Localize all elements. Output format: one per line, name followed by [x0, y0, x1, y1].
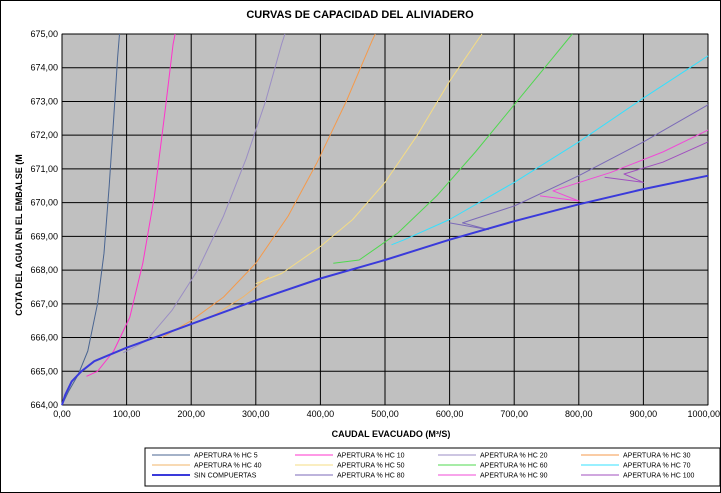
legend: APERTURA % HC 5 APERTURA % HC 10 APERTURA … [152, 453, 695, 480]
series-line-apertura-hc-70 [391, 55, 709, 246]
x-tick-label: 700,00 [500, 409, 528, 419]
series-line-apertura-hc-50 [255, 33, 483, 285]
legend-label: APERTURA % HC 10 [337, 453, 405, 460]
chart-title: CURVAS DE CAPACIDAD DEL ALIVIADERO [246, 9, 474, 21]
y-tick-label: 667,00 [30, 299, 58, 309]
x-tick-label: 900,00 [630, 409, 658, 419]
legend-label: APERTURA % HC 30 [623, 453, 691, 460]
x-tick-label: 1000,00 [687, 409, 720, 419]
x-tick-labels: 0,00 100,00 200,00 300,00 400,00 500,00 600,00… [53, 409, 720, 419]
y-tick-label: 666,00 [30, 333, 58, 343]
y-tick-label: 665,00 [30, 366, 58, 376]
x-tick-label: 600,00 [436, 409, 464, 419]
y-tick-label: 674,00 [30, 63, 58, 73]
y-tick-labels: 664,00 665,00 666,00 667,00 668,00 669,00 670,… [30, 29, 58, 410]
legend-label: APERTURA % HC 40 [194, 463, 262, 470]
series-line-apertura-hc-5 [61, 33, 120, 406]
legend-label: APERTURA % HC 80 [337, 473, 405, 480]
x-axis-label: CAUDAL EVACUADO (M³/S) [332, 429, 451, 439]
gridlines [61, 33, 709, 406]
x-tick-label: 100,00 [113, 409, 141, 419]
series-line-apertura-hc-90 [539, 129, 709, 202]
x-tick-label: 500,00 [371, 409, 399, 419]
y-tick-label: 670,00 [30, 198, 58, 208]
x-tick-label: 800,00 [565, 409, 593, 419]
y-tick-label: 673,00 [30, 96, 58, 106]
series-line-apertura-hc-40 [210, 276, 270, 318]
y-axis-label: COTA DEL AGUA EN EL EMBALSE (M [14, 154, 24, 316]
legend-label: SIN COMPUERTAS [194, 473, 257, 480]
y-tick-label: 664,00 [30, 400, 58, 410]
series-line-apertura-hc-10 [86, 33, 176, 377]
y-tick-label: 675,00 [30, 29, 58, 39]
series-line-apertura-hc-100 [604, 141, 709, 183]
legend-label: APERTURA % HC 50 [337, 463, 405, 470]
series-lines [61, 33, 709, 406]
series-line-sin-compuertas [61, 174, 709, 406]
legend-label: APERTURA % HC 20 [480, 453, 548, 460]
series-line-apertura-hc-60 [333, 33, 573, 264]
legend-label: APERTURA % HC 100 [623, 473, 695, 480]
x-tick-label: 0,00 [53, 409, 71, 419]
series-line-apertura-hc-20 [123, 33, 286, 354]
y-tick-label: 672,00 [30, 130, 58, 140]
x-tick-label: 300,00 [242, 409, 270, 419]
y-tick-label: 671,00 [30, 164, 58, 174]
legend-label: APERTURA % HC 70 [623, 463, 691, 470]
legend-box [144, 447, 721, 487]
x-tick-label: 200,00 [177, 409, 205, 419]
y-tick-label: 669,00 [30, 231, 58, 241]
legend-label: APERTURA % HC 60 [480, 463, 548, 470]
legend-label: APERTURA % HC 90 [480, 473, 548, 480]
x-tick-label: 400,00 [307, 409, 335, 419]
y-tick-label: 668,00 [30, 265, 58, 275]
series-line-apertura-hc-30 [161, 33, 376, 338]
legend-label: APERTURA % HC 5 [194, 453, 258, 460]
